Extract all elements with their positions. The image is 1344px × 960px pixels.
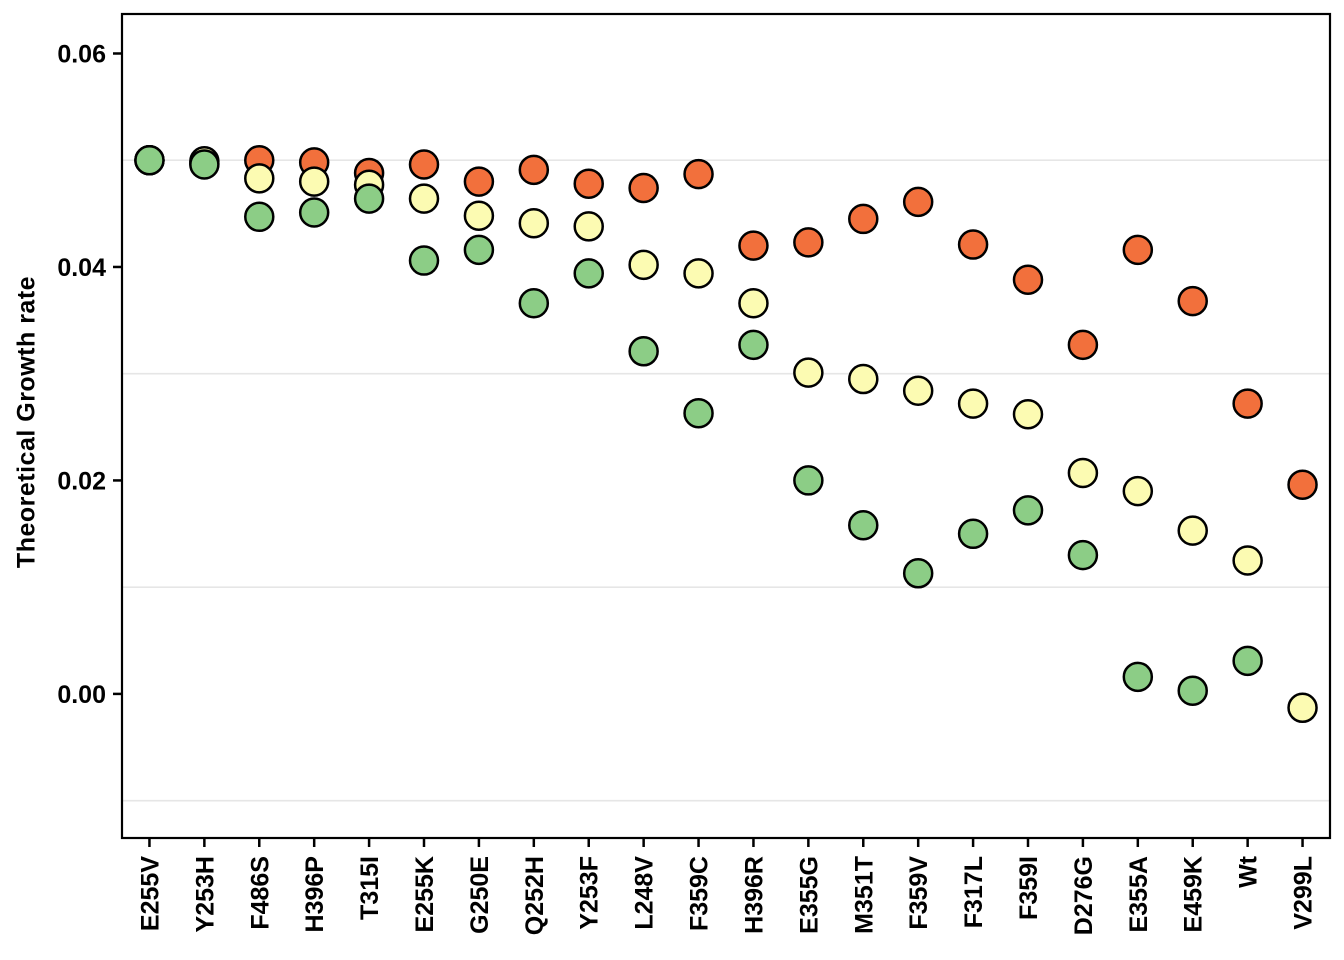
data-point-yellow (1122, 475, 1154, 507)
data-point-yellow (902, 375, 934, 407)
x-category-label: E355A (1125, 856, 1153, 932)
x-category-label: D276G (1070, 856, 1098, 935)
data-point-yellow (793, 357, 824, 388)
data-point-green (189, 149, 220, 180)
x-category-label: F486S (246, 856, 274, 930)
data-point-yellow (298, 166, 330, 197)
data-point-green (902, 558, 934, 589)
x-category-label: Wt (1235, 855, 1263, 888)
data-point-green (463, 234, 495, 266)
data-point-green (1012, 495, 1044, 526)
data-point-yellow (408, 183, 440, 214)
data-point-green (683, 397, 714, 429)
x-category-label: E255V (136, 856, 164, 931)
x-category-label: E459K (1180, 856, 1208, 932)
x-category-label: Y253F (576, 856, 604, 930)
data-point-orange (1067, 329, 1099, 361)
data-point-yellow (1177, 515, 1208, 546)
x-category-label: F359I (1015, 856, 1043, 920)
x-category-label: H396P (301, 856, 329, 932)
x-category-label: Y253H (191, 856, 219, 932)
data-point-green (1122, 661, 1154, 693)
x-category-label: V299L (1290, 856, 1318, 930)
x-category-label: F359V (905, 856, 933, 930)
data-point-yellow (1012, 399, 1044, 430)
data-point-orange (1232, 388, 1263, 419)
data-point-orange (1122, 234, 1154, 266)
data-point-green (408, 245, 440, 276)
x-category-label: F317L (960, 856, 988, 928)
data-point-orange (738, 230, 769, 261)
data-point-green (1067, 539, 1099, 571)
x-category-label: M351T (850, 856, 878, 934)
data-point-orange (463, 166, 495, 197)
data-point-orange (628, 172, 659, 204)
data-point-orange (957, 229, 989, 260)
data-point-yellow (1067, 457, 1099, 489)
data-point-green (1177, 675, 1208, 706)
data-point-green (738, 329, 769, 361)
data-point-green (957, 518, 989, 550)
data-point-yellow (957, 388, 989, 419)
x-category-label: T315I (356, 856, 384, 920)
data-point-orange (573, 168, 604, 199)
data-point-green (848, 510, 879, 541)
data-point-yellow (738, 288, 769, 319)
data-point-orange (793, 227, 824, 258)
data-point-yellow (244, 163, 275, 194)
data-point-orange (848, 203, 879, 235)
data-point-yellow (463, 200, 495, 231)
data-point-yellow (518, 207, 550, 239)
x-category-label: L248V (631, 856, 659, 930)
data-point-green (793, 465, 824, 496)
data-point-orange (1177, 285, 1208, 317)
data-point-green (244, 201, 275, 233)
data-point-orange (408, 149, 440, 180)
data-point-yellow (1287, 692, 1318, 724)
y-tick-label: 0.04 (57, 254, 106, 282)
data-point-yellow (573, 211, 604, 242)
data-point-green (353, 183, 385, 214)
data-point-yellow (628, 249, 659, 281)
data-point-green (518, 288, 550, 319)
data-point-orange (683, 158, 714, 190)
data-point-green (298, 197, 330, 228)
data-point-yellow (848, 363, 879, 395)
x-category-label: E255K (411, 856, 439, 932)
y-tick-label: 0.00 (57, 681, 106, 709)
data-point-yellow (1232, 545, 1263, 576)
y-tick-label: 0.06 (57, 40, 106, 68)
data-point-green (573, 258, 604, 289)
x-category-label: H396R (740, 856, 768, 934)
data-point-orange (1012, 264, 1044, 296)
data-point-green (628, 336, 659, 367)
data-point-green (1232, 645, 1263, 677)
x-category-label: Q252H (521, 856, 549, 935)
x-category-label: G250E (466, 856, 494, 934)
data-point-orange (902, 186, 934, 218)
data-point-green (134, 144, 165, 176)
plot-panel-border (120, 12, 1332, 840)
data-point-orange (518, 154, 550, 186)
data-point-yellow (683, 258, 714, 289)
x-category-label: F359C (686, 856, 714, 931)
y-tick-label: 0.02 (57, 467, 106, 495)
x-category-label: E355G (795, 856, 823, 934)
data-point-orange (1287, 469, 1318, 500)
